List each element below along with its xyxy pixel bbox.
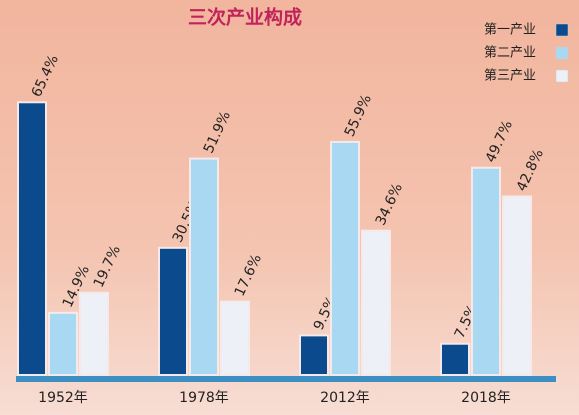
x-tick-label: 2012年 [320, 390, 370, 406]
bar [17, 101, 47, 376]
bar [48, 311, 78, 377]
bar [330, 140, 360, 376]
bar [158, 246, 188, 376]
legend-label: 第一产业 [484, 23, 536, 38]
bar [189, 157, 219, 376]
bar [299, 334, 329, 377]
x-tick-label: 1978年 [179, 390, 229, 406]
bar [440, 342, 470, 377]
legend-label: 第三产业 [484, 69, 536, 84]
baseline [16, 376, 556, 382]
bar [220, 300, 250, 376]
legend-label: 第二产业 [484, 46, 536, 61]
bar [471, 166, 501, 376]
bar [79, 291, 109, 377]
bar [361, 229, 391, 376]
legend-swatch [555, 46, 569, 60]
x-tick-label: 1952年 [38, 390, 88, 406]
chart-title: 三次产业构成 [188, 6, 302, 29]
legend-swatch [555, 23, 569, 37]
legend-swatch [555, 69, 569, 83]
x-tick-label: 2018年 [461, 390, 511, 406]
bar [502, 195, 532, 376]
